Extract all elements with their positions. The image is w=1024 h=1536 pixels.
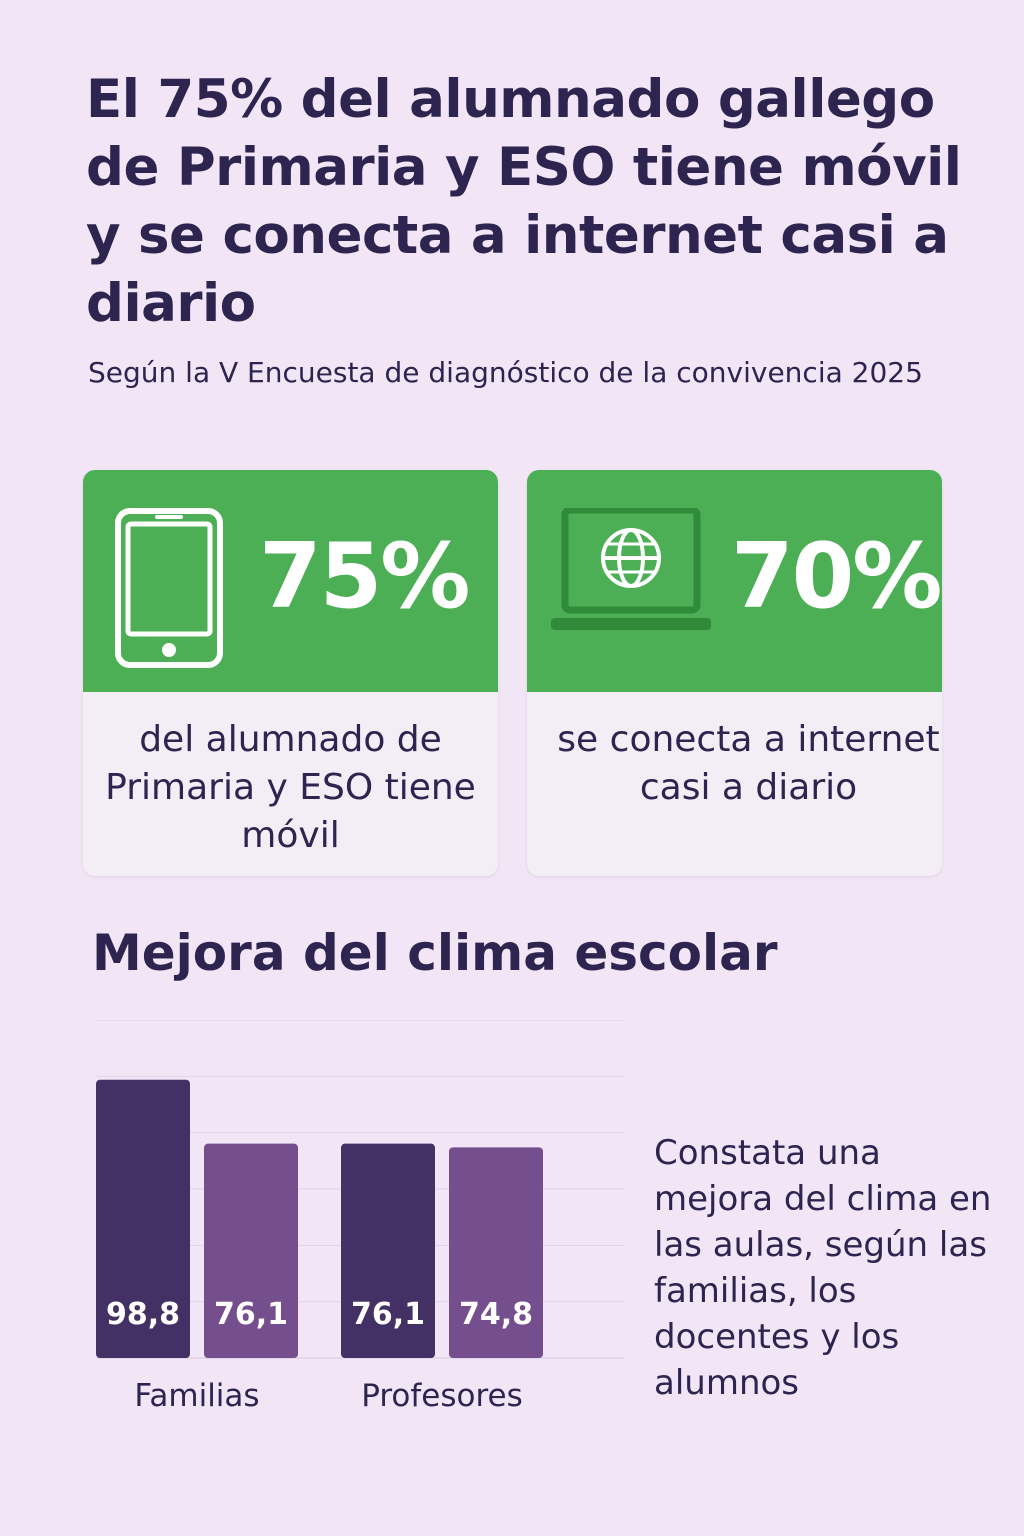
smartphone-icon — [115, 508, 223, 668]
category-label-familias: Familias — [134, 1378, 259, 1414]
stat-text-internet: se conecta a internet casi a diario — [557, 719, 940, 808]
bar-chart: 98,8 76,1 Familias 76,1 74,8 Profesores — [96, 1020, 624, 1414]
stat-card-header: 75% — [83, 470, 498, 692]
data-label: 74,8 — [459, 1297, 533, 1332]
bar-profesores-2 — [449, 1147, 543, 1358]
stat-value-mobile: 75% — [259, 524, 470, 629]
stat-value-internet: 70% — [731, 524, 942, 629]
data-label: 76,1 — [351, 1297, 425, 1332]
stat-text-mobile: del alumnado de Primaria y ESO tiene móv… — [105, 719, 476, 856]
bar-familias-1 — [96, 1079, 190, 1358]
category-label-profesores: Profesores — [361, 1378, 523, 1414]
data-label: 98,8 — [106, 1297, 180, 1332]
bar-profesores-1 — [341, 1143, 435, 1358]
bar-familias-2 — [204, 1143, 298, 1358]
page-title: El 75% del alumnado gallego de Primaria … — [86, 69, 962, 334]
stat-card-internet: 70% se conecta a internet casi a diario — [527, 470, 942, 876]
chart-caption: Constata una mejora del clima en las aul… — [654, 1133, 992, 1403]
data-label: 76,1 — [214, 1297, 288, 1332]
section-title: Mejora del clima escolar — [92, 924, 778, 982]
stat-card-mobile: 75% del alumnado de Primaria y ESO tiene… — [83, 470, 498, 876]
laptop-globe-icon — [551, 508, 711, 630]
page-subtitle: Según la V Encuesta de diagnóstico de la… — [88, 356, 923, 389]
stat-card-header: 70% — [527, 470, 942, 692]
